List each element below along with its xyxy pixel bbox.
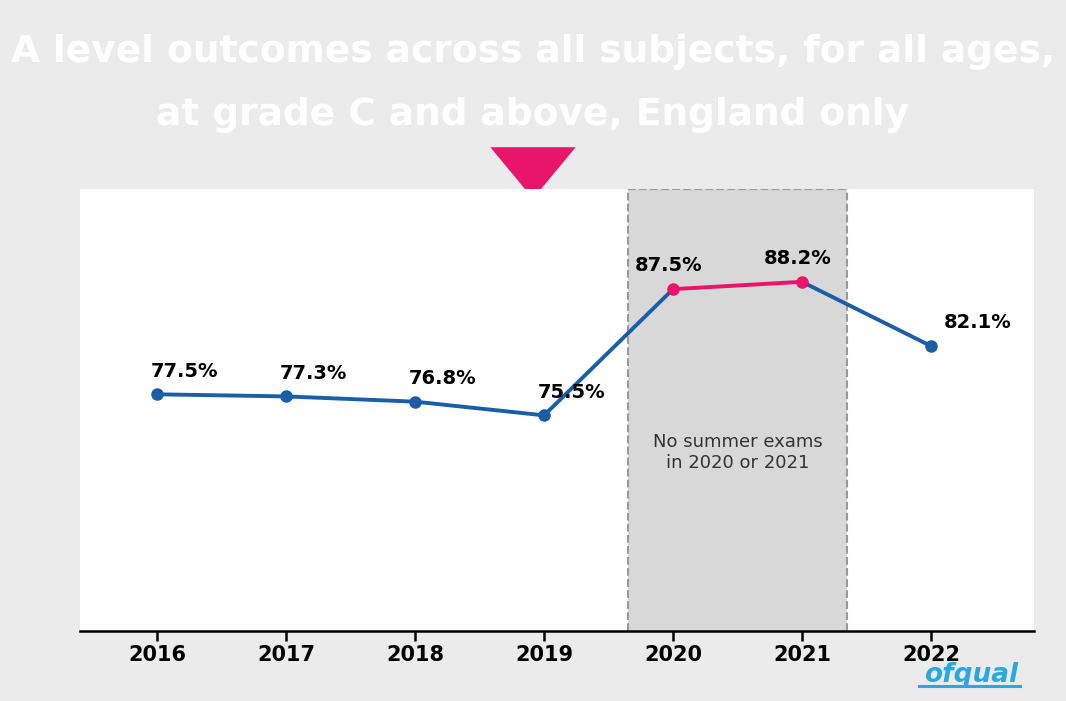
Text: 77.5%: 77.5% bbox=[151, 362, 219, 381]
Text: 87.5%: 87.5% bbox=[634, 257, 702, 275]
Text: A level outcomes across all subjects, for all ages,: A level outcomes across all subjects, fo… bbox=[11, 34, 1055, 69]
Text: 76.8%: 76.8% bbox=[408, 369, 477, 388]
Text: 88.2%: 88.2% bbox=[763, 249, 831, 268]
Text: at grade C and above, England only: at grade C and above, England only bbox=[157, 97, 909, 132]
Text: 75.5%: 75.5% bbox=[537, 383, 605, 402]
Text: No summer exams
in 2020 or 2021: No summer exams in 2020 or 2021 bbox=[652, 433, 822, 472]
Polygon shape bbox=[490, 147, 576, 198]
Bar bbox=[628, 189, 847, 631]
Text: ofqual: ofqual bbox=[924, 662, 1018, 688]
Text: 77.3%: 77.3% bbox=[279, 364, 348, 383]
Text: 82.1%: 82.1% bbox=[943, 313, 1012, 332]
